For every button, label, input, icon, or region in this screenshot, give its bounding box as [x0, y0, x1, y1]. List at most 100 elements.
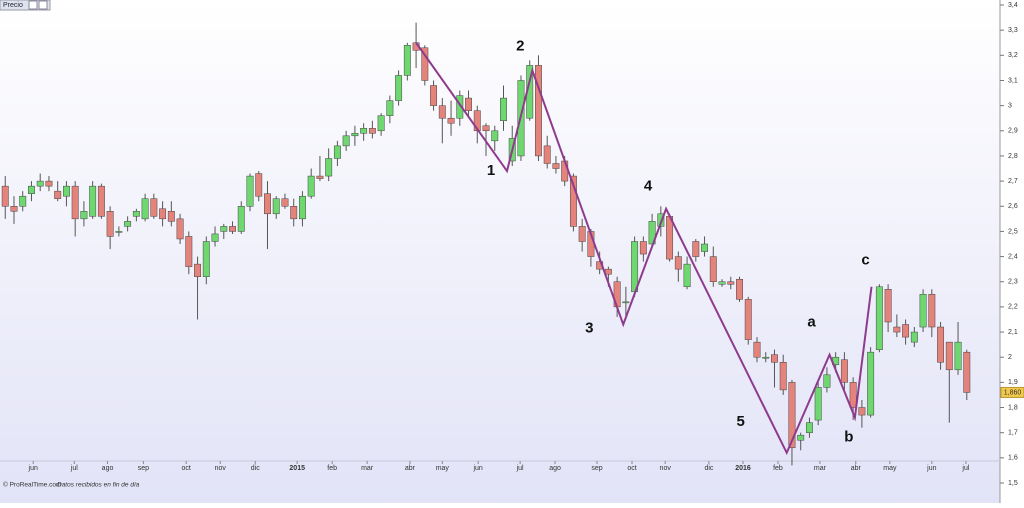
candle-body	[718, 281, 726, 285]
candle-body	[963, 351, 971, 393]
candle-body	[80, 211, 88, 220]
wave-label: b	[844, 429, 853, 446]
tag-icon[interactable]	[38, 0, 48, 10]
wave-label: 5	[737, 413, 745, 430]
candle-body	[167, 211, 175, 222]
candle-body	[159, 208, 167, 220]
candle-body	[465, 97, 472, 111]
y-tick-label: 2,6	[1008, 203, 1018, 210]
candle-body	[403, 45, 411, 76]
candle-body	[578, 226, 586, 242]
x-tick-label: dic	[704, 465, 713, 472]
candle-body	[97, 185, 105, 217]
x-tick-label: feb	[327, 465, 337, 472]
candle-body	[220, 226, 228, 232]
candle-body	[211, 233, 219, 242]
x-tick-label: oct	[627, 465, 636, 472]
x-tick-label: oct	[182, 465, 191, 472]
price-axis-background	[1000, 0, 1024, 503]
candle-body	[447, 117, 455, 124]
last-price-tag	[1000, 386, 1024, 398]
candle-body	[421, 47, 429, 81]
candle-body	[535, 65, 542, 157]
candle-body	[771, 354, 778, 363]
x-tick-label: jul	[70, 465, 78, 472]
tag-icon[interactable]	[28, 0, 38, 10]
x-tick-label: ago	[549, 465, 561, 472]
y-tick-label: 2	[1008, 354, 1012, 361]
footer-note: Datos recibidos en fin de día	[57, 482, 140, 489]
candle-body	[202, 241, 210, 277]
y-tick-label: 3,4	[1008, 2, 1018, 9]
candle-body	[351, 133, 359, 137]
candle-body	[893, 326, 901, 333]
wave-line	[415, 42, 873, 456]
candle-body	[28, 185, 35, 194]
y-tick-label: 2,9	[1008, 128, 1018, 135]
candle-body	[106, 211, 114, 237]
y-tick-label: 1,7	[1008, 430, 1018, 437]
candle-body	[805, 422, 813, 433]
candle-body	[45, 180, 53, 187]
candle-body	[62, 185, 70, 197]
candle-body	[569, 175, 577, 227]
candle-body	[377, 115, 385, 132]
candle-body	[788, 382, 796, 449]
candle-body	[622, 301, 630, 304]
y-tick-label: 2,2	[1008, 304, 1018, 311]
candle-body	[779, 361, 787, 391]
candle-body	[36, 180, 44, 187]
candle-body	[281, 198, 289, 207]
candle-body	[797, 434, 805, 441]
candle-body	[884, 289, 892, 323]
candle-body	[849, 382, 857, 408]
candle-body	[744, 299, 752, 340]
candle-body	[954, 341, 962, 371]
y-tick-label: 2,3	[1008, 279, 1018, 286]
x-tick-label: dic	[251, 465, 260, 472]
y-tick-label: 3	[1008, 102, 1012, 109]
candle-body	[333, 145, 341, 159]
x-tick-label: mar	[814, 465, 827, 472]
y-tick-label: 2,1	[1008, 329, 1018, 336]
footer-source: © ProRealTime.com	[3, 481, 61, 489]
x-tick-label: may	[883, 465, 897, 472]
candle-body	[368, 128, 376, 134]
x-tick-label: feb	[773, 465, 783, 472]
y-tick-label: 1,5	[1008, 480, 1018, 487]
candle-body	[910, 331, 918, 343]
last-price-label: 1,860	[1004, 389, 1022, 396]
x-tick-label: jul	[961, 465, 969, 472]
candle-body	[482, 125, 490, 132]
candle-body	[272, 198, 280, 215]
candle-body	[945, 341, 953, 371]
candle-body	[604, 268, 612, 275]
x-tick-label: nov	[215, 465, 227, 472]
candle-body	[176, 218, 184, 240]
x-tick-label: mar	[361, 465, 374, 472]
candle-body	[753, 341, 761, 358]
panel-tag[interactable]	[0, 0, 51, 11]
candle-body	[307, 175, 315, 197]
candle-body	[928, 294, 936, 328]
x-tick-label: ago	[102, 465, 114, 472]
y-tick-label: 1,9	[1008, 379, 1018, 386]
candle-body	[701, 243, 708, 252]
panel-tag-label: Precio	[3, 2, 23, 9]
candle-body	[683, 263, 691, 288]
x-tick-label: sep	[138, 465, 149, 472]
y-tick-label: 3,2	[1008, 52, 1018, 59]
candle-body	[823, 374, 831, 388]
candle-body	[360, 128, 368, 134]
candle-body	[937, 326, 945, 363]
candle-body	[858, 407, 866, 416]
candle-body	[543, 145, 551, 164]
candle-body	[692, 241, 700, 257]
candle-body	[54, 190, 62, 199]
y-tick-label: 1,8	[1008, 404, 1018, 411]
candle-body	[500, 97, 507, 121]
x-tick-label: may	[436, 465, 450, 472]
candle-body	[727, 281, 735, 285]
candle-body	[552, 163, 560, 169]
x-tick-label: 2016	[735, 465, 751, 472]
